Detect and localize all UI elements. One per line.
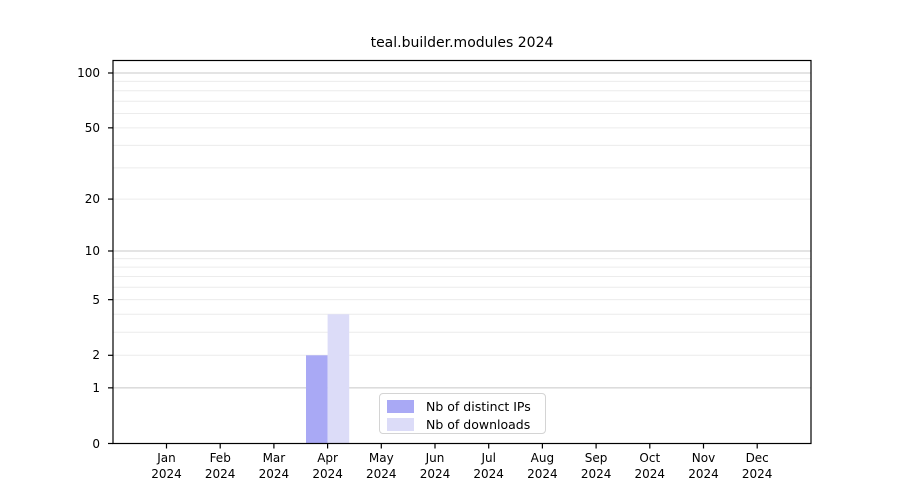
legend: Nb of distinct IPs Nb of downloads: [379, 393, 546, 434]
x-tick-month: Nov: [691, 451, 716, 465]
legend-label-downloads: Nb of downloads: [426, 416, 531, 432]
x-tick-label-jun-2024: Jun 2024: [407, 450, 463, 482]
y-tick-label-50: 50: [84, 120, 100, 135]
x-tick-month: Jul: [481, 451, 496, 465]
x-tick-year: 2024: [527, 467, 558, 481]
legend-swatch-downloads: [387, 417, 414, 431]
legend-item-distinct-ips: Nb of distinct IPs: [380, 397, 545, 415]
x-tick-year: 2024: [634, 467, 666, 481]
x-tick-year: 2024: [312, 467, 343, 481]
chart-title: teal.builder.modules 2024: [370, 35, 554, 51]
y-tick-label-0: 0: [92, 436, 100, 451]
y-tick-label-5: 5: [92, 292, 100, 307]
x-tick-month: Dec: [745, 451, 769, 465]
x-tick-label-aug-2024: Aug 2024: [514, 450, 570, 482]
x-tick-label-jan-2024: Jan 2024: [139, 450, 195, 482]
x-tick-label-may-2024: May 2024: [353, 450, 409, 482]
x-tick-label-dec-2024: Dec 2024: [729, 450, 785, 482]
x-tick-year: 2024: [204, 467, 236, 481]
x-tick-month: Aug: [530, 451, 555, 465]
x-tick-month: Jun: [425, 451, 445, 465]
x-tick-year: 2024: [741, 467, 773, 481]
x-tick-label-jul-2024: Jul 2024: [461, 450, 517, 482]
x-tick-month: Feb: [209, 451, 231, 465]
x-tick-label-feb-2024: Feb 2024: [192, 450, 248, 482]
x-tick-year: 2024: [580, 467, 612, 481]
x-tick-label-apr-2024: Apr 2024: [300, 450, 356, 482]
legend-item-downloads: Nb of downloads: [380, 415, 545, 433]
x-tick-month: Jan: [157, 451, 176, 465]
legend-swatch-distinct-ips: [387, 399, 414, 413]
x-tick-month: May: [368, 451, 394, 465]
x-tick-year: 2024: [473, 467, 504, 481]
x-tick-label-sep-2024: Sep 2024: [568, 450, 624, 482]
x-tick-year: 2024: [366, 467, 397, 481]
x-tick-month: Sep: [584, 451, 608, 465]
x-tick-year: 2024: [688, 467, 719, 481]
x-tick-label-oct-2024: Oct 2024: [622, 450, 678, 482]
bar-nb-of-downloads-apr-2024: [327, 314, 350, 444]
x-tick-year: 2024: [151, 467, 182, 481]
y-tick-label-1: 1: [92, 380, 100, 395]
bar-nb-of-distinct-ips-apr-2024: [306, 355, 328, 444]
y-tick-label-10: 10: [84, 243, 100, 258]
x-tick-label-nov-2024: Nov 2024: [676, 450, 732, 482]
x-tick-month: Oct: [639, 451, 661, 465]
x-tick-year: 2024: [258, 467, 290, 481]
x-tick-month: Mar: [262, 451, 286, 465]
x-tick-year: 2024: [419, 467, 451, 481]
x-tick-month: Apr: [317, 451, 338, 465]
y-tick-label-20: 20: [84, 192, 100, 207]
y-tick-label-2: 2: [92, 348, 100, 363]
x-tick-label-mar-2024: Mar 2024: [246, 450, 302, 482]
y-tick-label-100: 100: [77, 65, 100, 80]
legend-label-distinct-ips: Nb of distinct IPs: [426, 398, 531, 414]
plot-border: [112, 59, 812, 445]
